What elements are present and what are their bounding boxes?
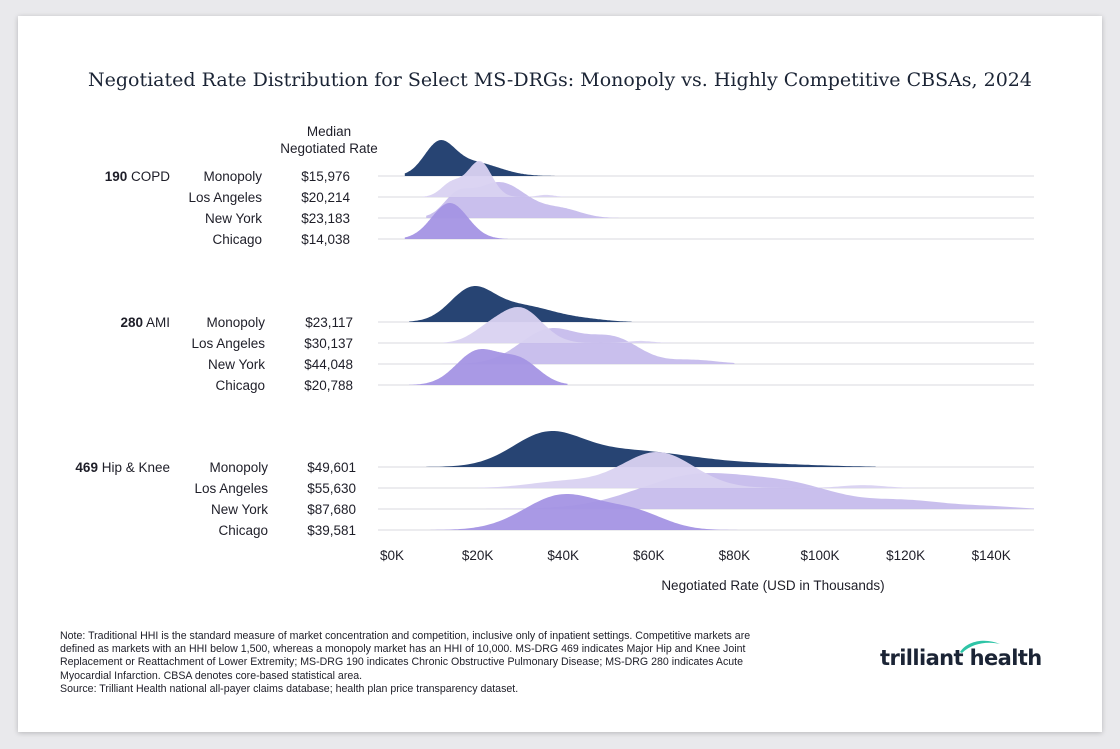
market-label: Chicago bbox=[212, 232, 262, 247]
market-label: Monopoly bbox=[203, 169, 262, 184]
median-header-line1: Median bbox=[307, 124, 351, 139]
chart-title: Negotiated Rate Distribution for Select … bbox=[88, 69, 1032, 91]
x-tick-label: $40K bbox=[547, 548, 579, 563]
median-value: $20,214 bbox=[301, 190, 350, 205]
ridge-190-chicago bbox=[404, 203, 508, 239]
market-label: New York bbox=[211, 502, 268, 517]
market-label: Los Angeles bbox=[188, 190, 262, 205]
drg-group-label: 190 COPD bbox=[105, 169, 171, 184]
market-label: New York bbox=[208, 357, 265, 372]
x-axis-label: Negotiated Rate (USD in Thousands) bbox=[661, 578, 884, 593]
median-header-line2: Negotiated Rate bbox=[280, 141, 378, 156]
drg-code: 280 bbox=[120, 315, 143, 330]
median-value: $14,038 bbox=[301, 232, 350, 247]
drg-code: 469 bbox=[75, 460, 98, 475]
logo-swoosh-icon bbox=[960, 640, 1000, 653]
note-line: defined as markets with an HHI below 1,5… bbox=[60, 643, 746, 656]
x-tick-label: $80K bbox=[719, 548, 751, 563]
median-value: $44,048 bbox=[304, 357, 353, 372]
drg-code: 190 bbox=[105, 169, 128, 184]
market-label: Monopoly bbox=[206, 315, 265, 330]
x-tick-label: $140K bbox=[972, 548, 1011, 563]
logo-wordmark: trilliant health bbox=[880, 646, 1042, 670]
note-line: Replacement or Reattachment of Lower Ext… bbox=[60, 656, 743, 669]
x-tick-label: $120K bbox=[886, 548, 925, 563]
x-tick-label: $20K bbox=[462, 548, 494, 563]
market-label: Los Angeles bbox=[194, 481, 268, 496]
median-value: $15,976 bbox=[301, 169, 350, 184]
market-label: Chicago bbox=[218, 523, 268, 538]
market-label: New York bbox=[205, 211, 262, 226]
median-value: $49,601 bbox=[307, 460, 356, 475]
ridge-280-los-angeles bbox=[443, 307, 675, 343]
ridge-280-monopoly bbox=[409, 286, 632, 322]
note-line: Myocardial Infarction. CBSA denotes core… bbox=[60, 669, 363, 682]
market-label: Chicago bbox=[215, 378, 265, 393]
x-tick-label: $100K bbox=[800, 548, 839, 563]
ridge-469-chicago bbox=[430, 494, 748, 530]
chart-card: Negotiated Rate Distribution for Select … bbox=[18, 16, 1102, 732]
median-value: $55,630 bbox=[307, 481, 356, 496]
ridge-469-los-angeles bbox=[477, 452, 949, 488]
ridge-190-los-angeles bbox=[422, 161, 581, 197]
median-value: $87,680 bbox=[307, 502, 356, 517]
ridges bbox=[404, 140, 1034, 530]
ridgeline-chart: Negotiated Rate Distribution for Select … bbox=[75, 69, 1034, 593]
market-label: Los Angeles bbox=[191, 336, 265, 351]
median-value: $23,117 bbox=[305, 315, 353, 330]
median-value: $23,183 bbox=[301, 211, 350, 226]
drg-name: AMI bbox=[143, 315, 170, 330]
row-labels: 190 COPD Monopoly $15,976 Los Angeles $20,21… bbox=[75, 169, 356, 538]
drg-group-label: 469 Hip & Knee bbox=[75, 460, 170, 475]
median-value: $30,137 bbox=[304, 336, 353, 351]
x-tick-label: $60K bbox=[633, 548, 665, 563]
trilliant-health-logo: trilliant health bbox=[878, 640, 1058, 680]
median-value: $39,581 bbox=[307, 523, 356, 538]
ridge-190-monopoly bbox=[404, 140, 555, 176]
ridge-469-new-york bbox=[486, 473, 1034, 509]
drg-name: Hip & Knee bbox=[98, 460, 170, 475]
ridge-469-monopoly bbox=[426, 431, 876, 467]
x-tick-label: $0K bbox=[380, 548, 404, 563]
x-axis: $0K $20K $40K $60K $80K $100K $120K $140K bbox=[380, 548, 1011, 563]
drg-name: COPD bbox=[127, 169, 170, 184]
market-label: Monopoly bbox=[209, 460, 268, 475]
median-value: $20,788 bbox=[304, 378, 353, 393]
ridge-280-chicago bbox=[409, 349, 568, 385]
note-line: Note: Traditional HHI is the standard me… bbox=[60, 630, 751, 642]
footnote: Note: Traditional HHI is the standard me… bbox=[60, 630, 830, 696]
drg-group-label: 280 AMI bbox=[120, 315, 170, 330]
source-line: Source: Trilliant Health national all-pa… bbox=[60, 682, 519, 695]
